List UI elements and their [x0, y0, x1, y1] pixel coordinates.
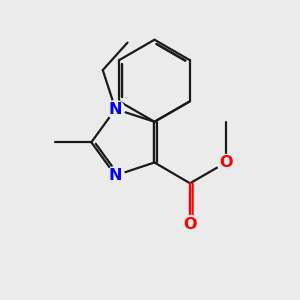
Text: N: N — [109, 102, 122, 117]
Text: O: O — [219, 155, 232, 170]
Text: O: O — [183, 217, 196, 232]
Text: N: N — [109, 168, 122, 183]
